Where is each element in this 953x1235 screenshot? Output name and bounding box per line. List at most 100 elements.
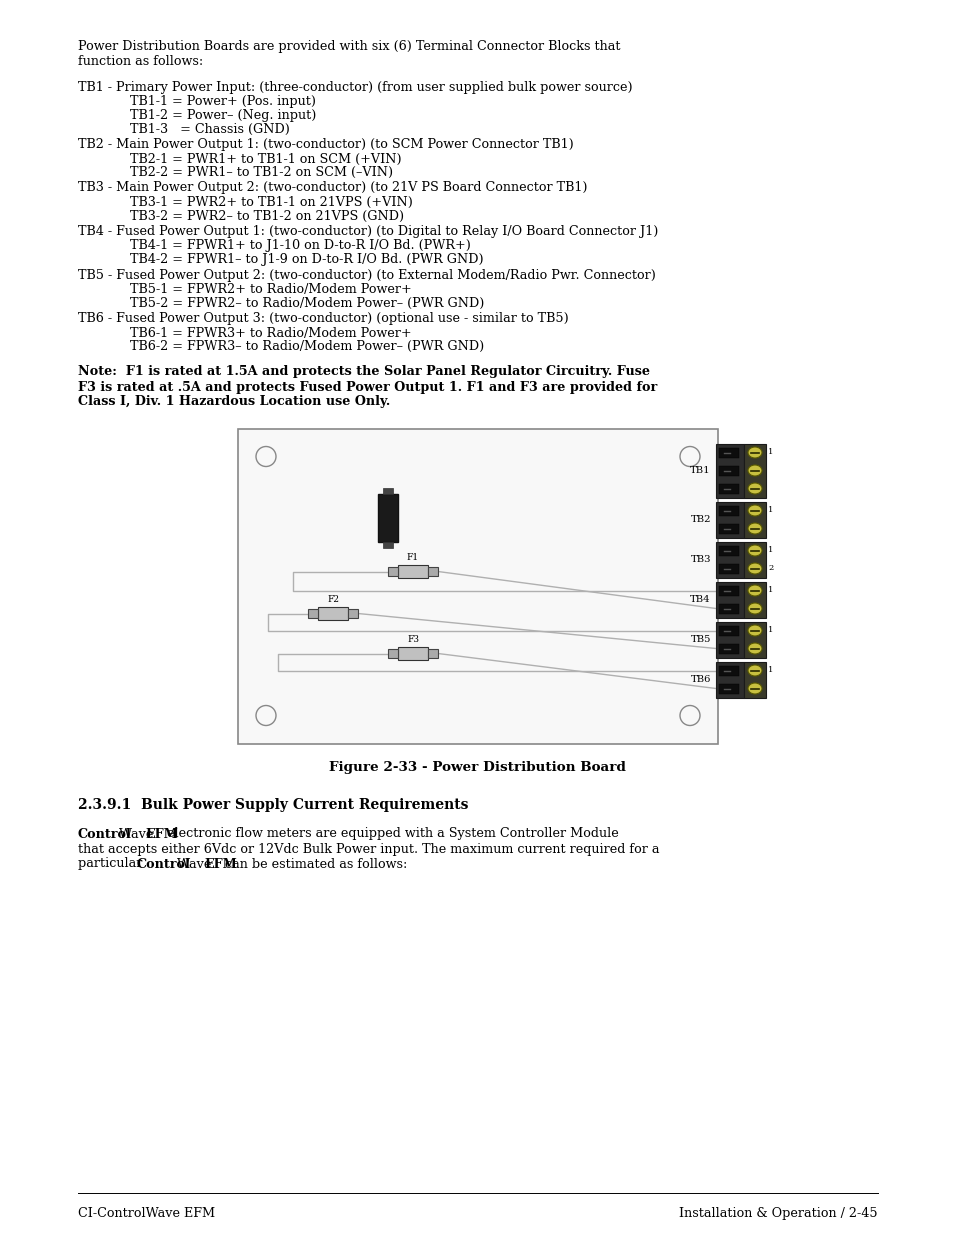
Bar	[388, 567, 397, 576]
Text: EFM: EFM	[204, 857, 236, 871]
Ellipse shape	[747, 522, 761, 534]
Bar	[719, 524, 739, 534]
Bar	[716, 501, 743, 537]
Ellipse shape	[747, 683, 761, 694]
Text: TB1-3   = Chassis (GND): TB1-3 = Chassis (GND)	[130, 122, 290, 136]
Bar	[719, 483, 739, 494]
Text: Class I, Div. 1 Hazardous Location use Only.: Class I, Div. 1 Hazardous Location use O…	[78, 395, 390, 409]
Text: 1: 1	[767, 547, 773, 555]
Text: TB1-2 = Power– (Neg. input): TB1-2 = Power– (Neg. input)	[130, 109, 316, 122]
Text: that accepts either 6Vdc or 12Vdc Bulk Power input. The maximum current required: that accepts either 6Vdc or 12Vdc Bulk P…	[78, 842, 659, 856]
Text: Wave: Wave	[177, 857, 215, 871]
Text: TB4-1 = FPWR1+ to J1-10 on D-to-R I/O Bd. (PWR+): TB4-1 = FPWR1+ to J1-10 on D-to-R I/O Bd…	[130, 240, 471, 252]
Bar	[377, 494, 397, 541]
Ellipse shape	[747, 483, 761, 494]
Text: Installation & Operation / 2-45: Installation & Operation / 2-45	[679, 1207, 877, 1220]
Text: 1: 1	[767, 626, 773, 635]
Text: TB3-1 = PWR2+ to TB1-1 on 21VPS (+VIN): TB3-1 = PWR2+ to TB1-1 on 21VPS (+VIN)	[130, 196, 413, 209]
Text: 1: 1	[767, 448, 773, 457]
Text: F2: F2	[327, 595, 338, 604]
Text: TB6: TB6	[690, 676, 710, 684]
Text: F3: F3	[407, 635, 418, 643]
Text: 1: 1	[767, 587, 773, 594]
Text: TB4-2 = FPWR1– to J1-9 on D-to-R I/O Bd. (PWR GND): TB4-2 = FPWR1– to J1-9 on D-to-R I/O Bd.…	[130, 253, 483, 266]
Bar	[719, 447, 739, 457]
Text: TB5-2 = FPWR2– to Radio/Modem Power– (PWR GND): TB5-2 = FPWR2– to Radio/Modem Power– (PW…	[130, 296, 484, 310]
Bar	[743, 621, 765, 657]
Bar	[317, 606, 348, 620]
Bar	[743, 501, 765, 537]
Ellipse shape	[747, 563, 761, 574]
Bar	[308, 609, 317, 618]
Ellipse shape	[747, 505, 761, 516]
Text: TB6 - Fused Power Output 3: (two-conductor) (optional use - similar to TB5): TB6 - Fused Power Output 3: (two-conduct…	[78, 312, 568, 325]
Text: function as follows:: function as follows:	[78, 56, 203, 68]
Text: TB5 - Fused Power Output 2: (two-conductor) (to External Modem/Radio Pwr. Connec: TB5 - Fused Power Output 2: (two-conduct…	[78, 268, 656, 282]
Bar	[743, 443, 765, 498]
Bar	[719, 604, 739, 614]
Ellipse shape	[747, 585, 761, 597]
Circle shape	[255, 705, 275, 725]
Text: TB4 - Fused Power Output 1: (two-conductor) (to Digital to Relay I/O Board Conne: TB4 - Fused Power Output 1: (two-conduct…	[78, 225, 658, 238]
Bar	[716, 541, 743, 578]
Text: TB1: TB1	[690, 466, 710, 475]
Ellipse shape	[747, 643, 761, 655]
Text: 2.3.9.1  Bulk Power Supply Current Requirements: 2.3.9.1 Bulk Power Supply Current Requir…	[78, 798, 468, 811]
Text: Control: Control	[136, 857, 191, 871]
Text: 1: 1	[767, 506, 773, 515]
Ellipse shape	[747, 545, 761, 556]
Bar	[388, 650, 397, 658]
Text: 1: 1	[767, 667, 773, 674]
Text: particular: particular	[78, 857, 146, 871]
Bar	[719, 585, 739, 595]
Text: TB1 - Primary Power Input: (three-conductor) (from user supplied bulk power sour: TB1 - Primary Power Input: (three-conduc…	[78, 82, 632, 94]
Text: TB5-1 = FPWR2+ to Radio/Modem Power+: TB5-1 = FPWR2+ to Radio/Modem Power+	[130, 283, 412, 296]
Text: TB3-2 = PWR2– to TB1-2 on 21VPS (GND): TB3-2 = PWR2– to TB1-2 on 21VPS (GND)	[130, 210, 404, 222]
Bar	[716, 662, 743, 698]
FancyBboxPatch shape	[237, 429, 718, 743]
Bar	[743, 582, 765, 618]
Text: can be estimated as follows:: can be estimated as follows:	[221, 857, 407, 871]
Bar	[716, 582, 743, 618]
Bar	[719, 643, 739, 653]
Ellipse shape	[747, 466, 761, 475]
Text: F1: F1	[407, 553, 418, 562]
Bar	[397, 647, 428, 659]
Circle shape	[255, 447, 275, 467]
Text: TB2-1 = PWR1+ to TB1-1 on SCM (+VIN): TB2-1 = PWR1+ to TB1-1 on SCM (+VIN)	[130, 152, 401, 165]
Bar	[719, 466, 739, 475]
Text: F3 is rated at .5A and protects Fused Power Output 1. F1 and F3 are provided for: F3 is rated at .5A and protects Fused Po…	[78, 380, 657, 394]
Bar	[743, 541, 765, 578]
Bar	[719, 505, 739, 515]
Ellipse shape	[747, 664, 761, 676]
Text: TB3 - Main Power Output 2: (two-conductor) (to 21V PS Board Connector TB1): TB3 - Main Power Output 2: (two-conducto…	[78, 182, 587, 194]
Bar	[743, 662, 765, 698]
Bar	[716, 443, 743, 498]
Bar	[382, 541, 393, 547]
Bar	[719, 666, 739, 676]
Text: TB3: TB3	[690, 555, 710, 564]
Text: TB6-1 = FPWR3+ to Radio/Modem Power+: TB6-1 = FPWR3+ to Radio/Modem Power+	[130, 326, 411, 340]
Circle shape	[679, 447, 700, 467]
Text: CI-ControlWave EFM: CI-ControlWave EFM	[78, 1207, 214, 1220]
Text: TB2 - Main Power Output 1: (two-conductor) (to SCM Power Connector TB1): TB2 - Main Power Output 1: (two-conducto…	[78, 138, 573, 151]
Bar	[719, 683, 739, 694]
Text: electronic flow meters are equipped with a System Controller Module: electronic flow meters are equipped with…	[162, 827, 618, 841]
Ellipse shape	[747, 447, 761, 458]
Bar	[348, 609, 357, 618]
Bar	[719, 563, 739, 573]
Text: TB6-2 = FPWR3– to Radio/Modem Power– (PWR GND): TB6-2 = FPWR3– to Radio/Modem Power– (PW…	[130, 340, 484, 353]
Text: Power Distribution Boards are provided with six (6) Terminal Connector Blocks th: Power Distribution Boards are provided w…	[78, 40, 619, 53]
Text: TB4: TB4	[690, 595, 710, 604]
Text: Wave: Wave	[118, 827, 157, 841]
Bar	[719, 546, 739, 556]
Bar	[382, 488, 393, 494]
Text: Note:  F1 is rated at 1.5A and protects the Solar Panel Regulator Circuitry. Fus: Note: F1 is rated at 1.5A and protects t…	[78, 366, 649, 378]
Text: EFM: EFM	[145, 827, 178, 841]
Text: TB2-2 = PWR1– to TB1-2 on SCM (–VIN): TB2-2 = PWR1– to TB1-2 on SCM (–VIN)	[130, 165, 393, 179]
Text: Control: Control	[78, 827, 132, 841]
Text: TB1-1 = Power+ (Pos. input): TB1-1 = Power+ (Pos. input)	[130, 95, 315, 109]
Ellipse shape	[747, 625, 761, 636]
Bar	[428, 567, 437, 576]
Bar	[719, 625, 739, 636]
